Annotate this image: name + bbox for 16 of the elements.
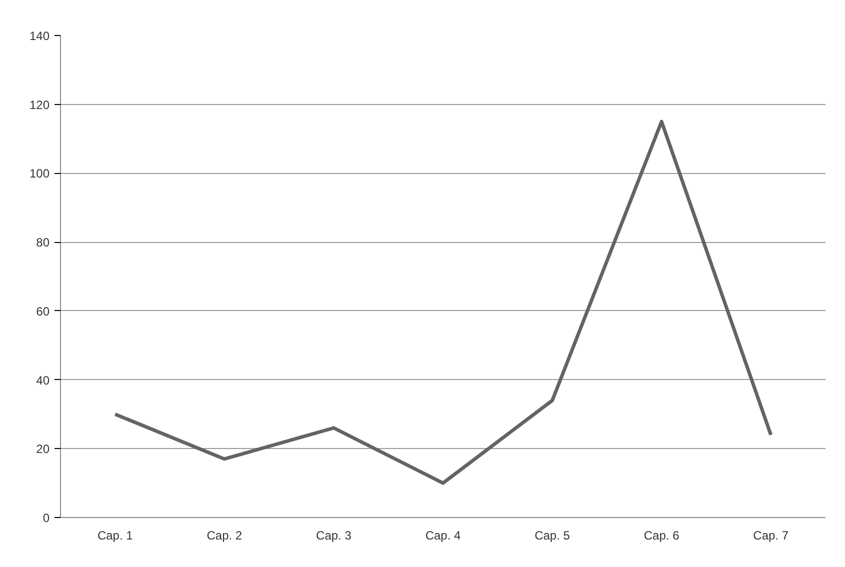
- x-tick-label: Cap. 6: [644, 528, 680, 542]
- y-tick-label: 80: [36, 236, 50, 250]
- y-tick-label: 60: [36, 304, 50, 318]
- x-tick-label: Cap. 7: [753, 528, 789, 542]
- y-tick-label: 120: [29, 98, 50, 112]
- y-tick-label: 20: [36, 442, 50, 456]
- y-tick-label: 40: [36, 373, 50, 388]
- y-tick-label: 0: [42, 511, 50, 525]
- y-tick-label: 100: [29, 166, 50, 181]
- x-tick-label: Cap. 1: [97, 528, 134, 542]
- x-tick-label: Cap. 2: [206, 528, 242, 542]
- x-tick-label: Cap. 4: [425, 528, 462, 542]
- y-tick-label: 140: [29, 29, 50, 43]
- x-tick-label: Cap. 5: [534, 528, 570, 542]
- x-tick-label: Cap. 3: [316, 528, 352, 542]
- line-series: [113, 120, 773, 485]
